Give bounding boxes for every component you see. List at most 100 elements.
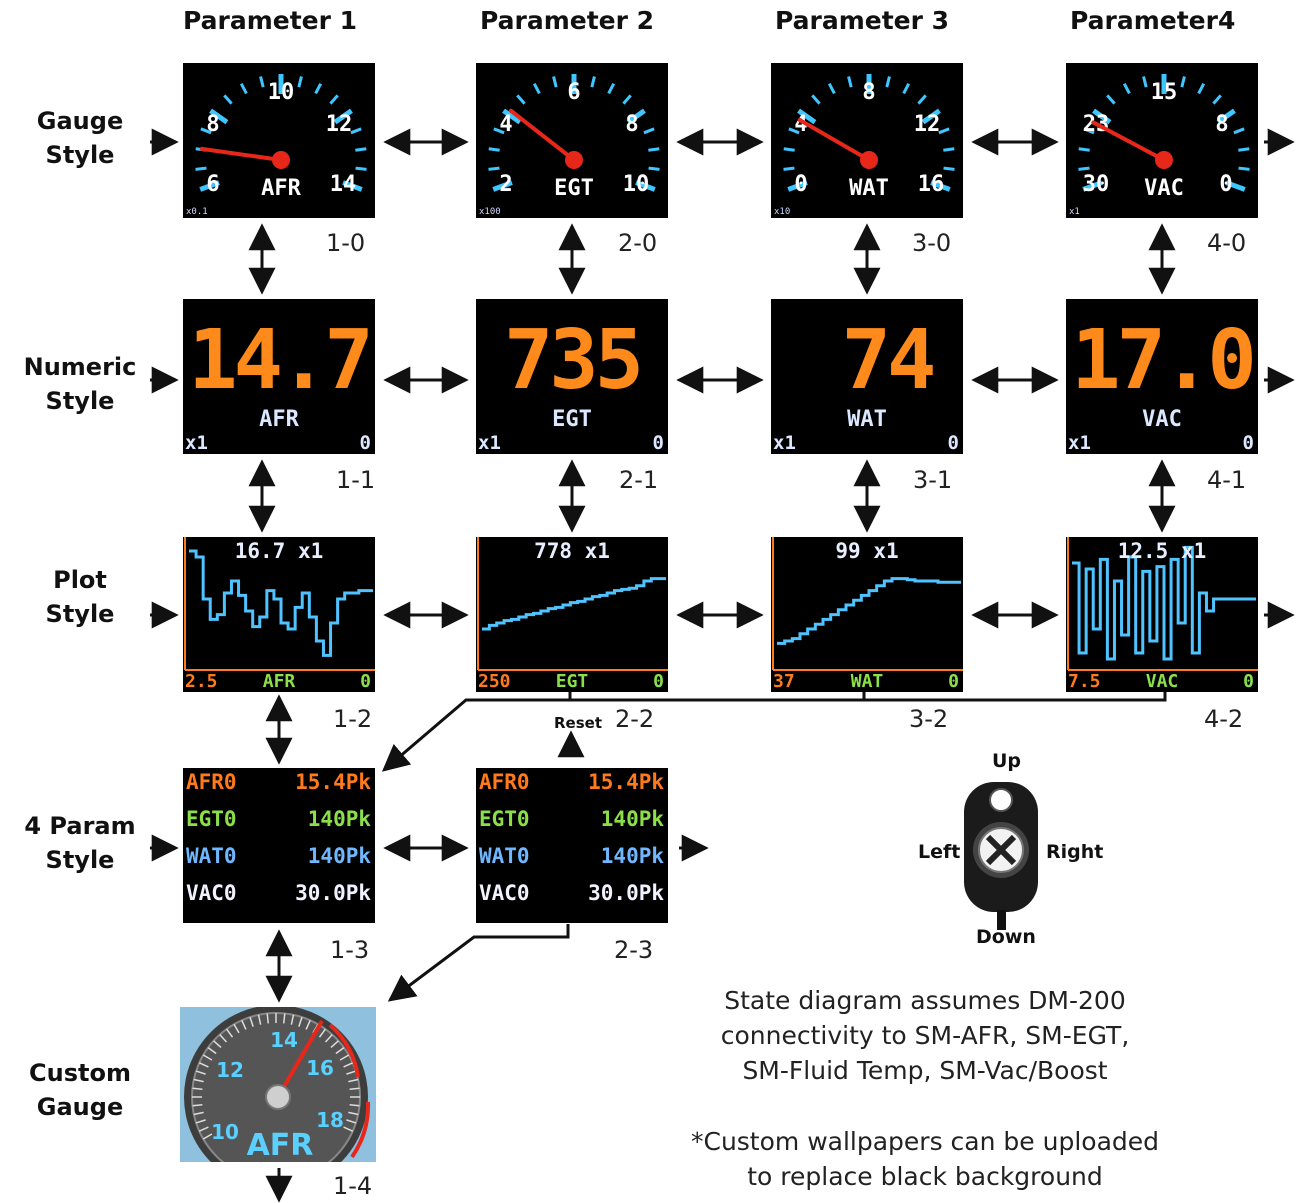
gauge-tick — [917, 94, 927, 105]
gauge-tick — [635, 180, 656, 192]
param-label: WAT0 — [479, 844, 530, 868]
plot-param-name: EGT — [555, 671, 589, 692]
custom-gauge-tick — [346, 1070, 357, 1075]
gauge-tick — [502, 108, 522, 125]
param-peak: 140Pk — [307, 807, 371, 831]
gauge-tick — [342, 180, 363, 192]
gauge-tick — [493, 127, 505, 135]
four-param-row: WAT0 140Pk — [479, 844, 664, 880]
custom-gauge-tick — [339, 1054, 350, 1061]
gauge-tick — [488, 147, 500, 152]
transition-connector — [381, 692, 1167, 772]
gauge-tick — [787, 180, 808, 192]
gauge-tick — [648, 147, 660, 152]
gauge-scale-label: 4 — [794, 112, 807, 137]
gauge-tick — [1078, 166, 1090, 171]
numeric-zero: 0 — [947, 432, 959, 454]
numeric-multiplier: x1 — [478, 432, 501, 454]
numeric-screen-3: 74 WAT x1 0 — [771, 299, 963, 454]
numeric-value: 14.7 — [188, 313, 373, 408]
reset-label: Reset — [554, 714, 602, 732]
param-peak: 15.4Pk — [588, 770, 664, 794]
plot-param-name: AFR — [262, 671, 296, 692]
param-label: VAC0 — [186, 881, 237, 905]
numeric-multiplier: x1 — [1068, 432, 1091, 454]
plot-title: 16.7 x1 — [234, 539, 324, 563]
gauge-scale-label: 12 — [326, 112, 353, 137]
custom-gauge-tick — [324, 1034, 333, 1043]
row-label-gauge-style: Gauge Style — [0, 104, 160, 172]
row-label-line: Style — [45, 600, 115, 628]
four-param-row: EGT0 140Pk — [186, 807, 371, 843]
gauge-needle — [199, 146, 283, 162]
gauge-tick — [1225, 180, 1246, 192]
numeric-value: 735 — [503, 313, 644, 408]
four-param-screen-2: AFR0 15.4Pk EGT0 140Pk WAT0 140Pk VAC0 30.0P… — [476, 768, 668, 923]
gauge-tick — [648, 166, 660, 171]
four-param-row: VAC0 30.0Pk — [186, 881, 371, 917]
numeric-param-name: VAC — [1142, 407, 1182, 432]
gauge-scale-label: 8 — [625, 112, 638, 137]
gauge-scale-label: 15 — [1151, 80, 1178, 105]
gauge-tick — [1238, 166, 1250, 171]
plot-param-name: VAC — [1145, 671, 1179, 692]
keyfob-right-label: Right — [1046, 841, 1104, 863]
custom-gauge-tick — [282, 1013, 286, 1024]
assumption-note: State diagram assumes DM-200 connectivit… — [640, 983, 1210, 1088]
param-peak: 140Pk — [600, 807, 664, 831]
custom-scale-label: 10 — [211, 1120, 239, 1144]
custom-gauge-tick — [305, 1019, 311, 1030]
gauge-multiplier: x10 — [774, 207, 790, 217]
gauge-tick — [355, 147, 367, 152]
custom-gauge-tick — [343, 1126, 354, 1132]
param-label: VAC0 — [479, 881, 530, 905]
gauge-dial: 2 4 6 8 10 EGT x100 — [479, 74, 660, 217]
gauge-tick — [355, 166, 367, 171]
four-param-screen-1: AFR0 15.4Pk EGT0 140Pk WAT0 140Pk VAC0 30.0P… — [183, 768, 375, 923]
gauge-tick — [329, 94, 339, 105]
numeric-screen-2: 735 EGT x1 0 — [476, 299, 668, 454]
param-label: AFR0 — [186, 770, 237, 794]
row-label-numeric-style: Numeric Style — [0, 350, 160, 418]
custom-gauge-tick — [348, 1078, 359, 1083]
note-line: State diagram assumes DM-200 — [724, 986, 1126, 1015]
gauge-scale-label: 8 — [206, 112, 219, 137]
gauge-dial: 0 4 8 12 16 WAT x10 — [774, 74, 955, 217]
gauge-tick — [1092, 108, 1112, 125]
gauge-tick — [590, 76, 596, 88]
state-code: 1-1 — [336, 466, 376, 494]
custom-gauge-tick — [195, 1070, 206, 1075]
custom-gauge-tick — [195, 1119, 206, 1124]
custom-gauge-tick — [349, 1103, 360, 1107]
custom-gauge-tick — [192, 1103, 203, 1107]
row-label-line: Gauge — [36, 1093, 124, 1121]
row-label-line: 4 Param — [24, 812, 136, 840]
row-label-line: Gauge — [36, 107, 124, 135]
gauge-needle — [508, 108, 576, 162]
param-label: EGT0 — [186, 807, 237, 831]
plot-min-label: 7.5 — [1068, 671, 1101, 692]
custom-param-name: AFR — [247, 1128, 314, 1162]
four-param-row: WAT0 140Pk — [186, 844, 371, 880]
gauge-tick — [1106, 94, 1116, 105]
custom-gauge-tick — [348, 1111, 359, 1116]
note-line: to replace black background — [747, 1162, 1103, 1191]
gauge-scale-label: 4 — [499, 112, 512, 137]
state-code: 2-1 — [619, 466, 659, 494]
custom-gauge-tick — [202, 1133, 213, 1140]
state-code: 3-0 — [912, 229, 952, 257]
gauge-tick — [1078, 147, 1090, 152]
header-parameter-2: Parameter 2 — [480, 6, 655, 35]
plot-trace — [1072, 545, 1256, 661]
param-peak: 30.0Pk — [588, 881, 664, 905]
gauge-screen-4: 30 23 15 8 0 VAC x1 — [1066, 63, 1258, 218]
plot-trace — [189, 549, 373, 657]
param-label: WAT0 — [186, 844, 237, 868]
custom-redline — [328, 1023, 360, 1078]
row-label-line: Plot — [53, 566, 107, 594]
row-label-line: Style — [45, 846, 115, 874]
gauge-tick — [783, 166, 795, 171]
